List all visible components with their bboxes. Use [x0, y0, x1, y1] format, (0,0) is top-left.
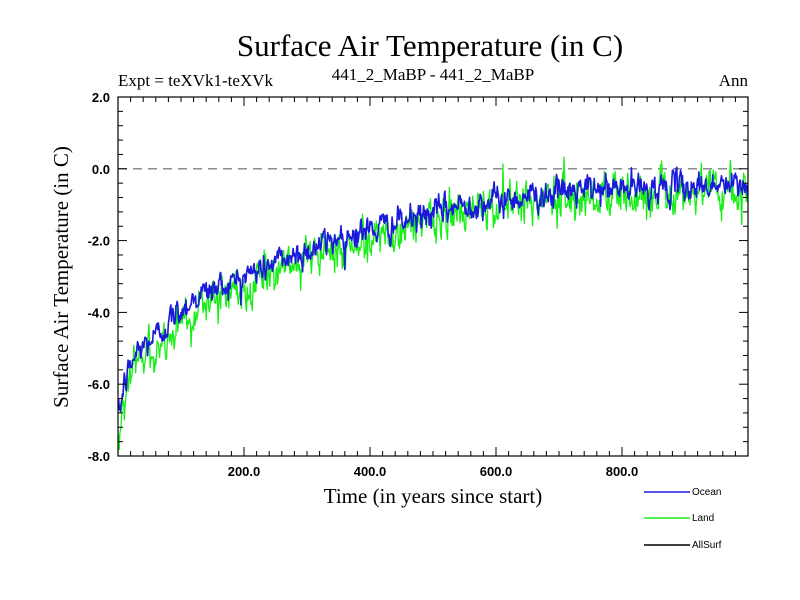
y-tick-label: 0.0 [92, 162, 110, 177]
chart-subtitle-right: Ann [719, 71, 749, 90]
x-axis-label: Time (in years since start) [324, 484, 543, 508]
x-tick-label: 200.0 [228, 464, 261, 479]
y-tick-label: -6.0 [88, 377, 110, 392]
chart-subtitle-center: 441_2_MaBP - 441_2_MaBP [332, 65, 534, 84]
legend: Ocean Land AllSurf [644, 487, 722, 551]
y-tick-label: -4.0 [88, 305, 110, 320]
legend-label-ocean: Ocean [692, 487, 721, 498]
legend-label-allsurf: AllSurf [692, 540, 722, 551]
y-axis-label: Surface Air Temperature (in C) [49, 146, 73, 408]
plot-frame [117, 96, 749, 457]
chart-subtitle-left: Expt = teXVk1-teXVk [118, 71, 274, 90]
y-tick-label: -2.0 [88, 234, 110, 249]
series-line-land [117, 156, 749, 451]
plot-area: 200.0 400.0 600.0 800.0 -8.0 -6.0 -4.0 -2.0 0.0 2… [88, 90, 749, 479]
series-line-ocean [117, 166, 749, 413]
legend-label-land: Land [692, 513, 714, 524]
y-tick-label: -8.0 [88, 449, 110, 464]
y-tick-label: 2.0 [92, 90, 110, 105]
x-tick-label: 400.0 [354, 464, 387, 479]
chart-title: Surface Air Temperature (in C) [237, 28, 623, 63]
x-tick-label: 600.0 [480, 464, 513, 479]
x-tick-label: 800.0 [606, 464, 639, 479]
